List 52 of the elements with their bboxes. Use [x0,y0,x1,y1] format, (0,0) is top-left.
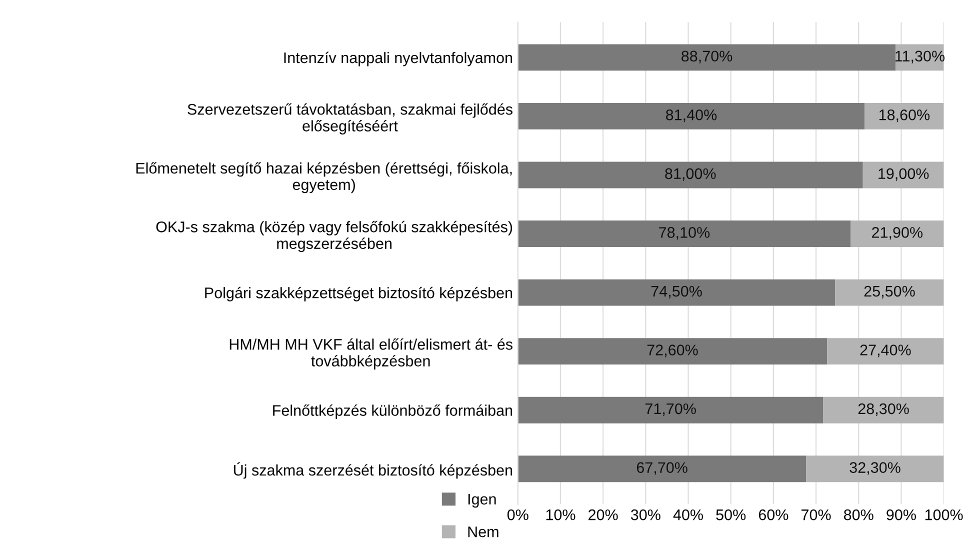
bar [518,396,824,424]
x-tick-label: 80% [844,509,874,520]
y-tick-label: HM/MH MH VKF által előírt/elismert át- és továbbképzésben [230,338,512,370]
x-tick-label: 50% [716,509,746,520]
y-tick-label: OKJ-s szakma (közép vagy felsőfokú szakképesítés) megszerzésében [156,220,512,252]
bar [864,102,944,130]
x-tick-label: 90% [886,509,916,520]
data-label: 72,60% [647,344,698,358]
data-label: 11,30% [896,50,945,64]
data-label: 81,00% [665,168,716,181]
data-label: 81,40% [666,109,717,122]
y-tick-label: Szervezetszerű távoktatásban, szakmai fejlődés elősegítéséért [188,103,512,134]
bar [518,456,806,482]
x-tick-label: 100% [925,509,963,520]
data-label: 18,60% [879,109,930,122]
y-tick-label: Intenzív nappali nyelvtanfolyamon [284,52,512,66]
bar [806,456,944,482]
data-label: 78,10% [659,227,710,240]
x-tick-label: 30% [630,509,660,520]
x-tick-label: 20% [588,509,618,520]
bar [518,279,836,306]
x-tick-label: 70% [802,509,831,520]
bar [518,162,863,188]
bar [518,338,828,365]
data-label: 25,50% [864,286,915,298]
bar [862,162,944,188]
x-tick-label: 40% [673,509,703,520]
data-label: 27,40% [860,344,911,358]
data-label: 21,90% [872,227,923,240]
bar [518,102,865,130]
x-tick-label: 0% [507,509,528,520]
y-tick-label: Polgári szakképzettséget biztosító képzésben [205,286,512,302]
data-label: 28,30% [858,403,909,416]
y-tick-label: Felnőttképzés különböző formáiban [273,404,512,419]
legend-label: Nem [468,526,498,538]
bar [850,220,944,247]
bar [518,220,851,247]
data-label: 32,30% [850,462,900,475]
x-tick-label: 10% [546,509,576,520]
x-tick-label: 60% [758,509,788,520]
legend-label: Igen [468,494,496,508]
bar [823,396,944,424]
data-label: 88,70% [682,50,732,64]
data-label: 19,00% [878,168,929,181]
bar [827,338,944,365]
bar [835,279,944,306]
data-label: 71,70% [645,403,696,416]
y-tick-label: Előmenetelt segítő hazai képzésben (érettségi, főiskola, egyetem) [136,162,512,194]
data-label: 67,70% [636,462,688,475]
data-label: 74,50% [651,286,702,298]
y-tick-label: Új szakma szerzését biztosító képzésben [234,462,512,479]
bar [518,44,896,71]
